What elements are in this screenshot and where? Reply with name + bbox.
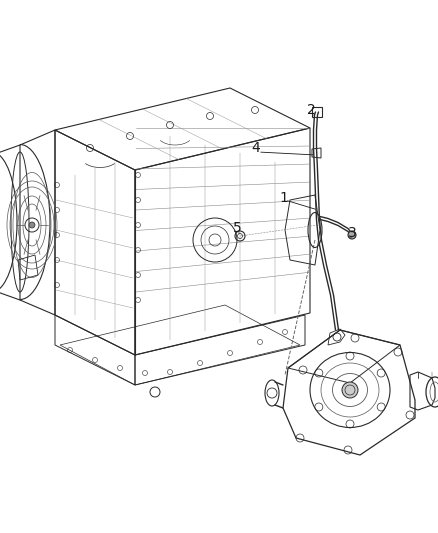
Text: 1: 1 bbox=[279, 191, 289, 205]
Text: 3: 3 bbox=[348, 226, 357, 240]
Text: 2: 2 bbox=[307, 103, 315, 117]
Text: 4: 4 bbox=[251, 141, 260, 155]
Circle shape bbox=[342, 382, 358, 398]
Circle shape bbox=[29, 222, 35, 228]
Text: 5: 5 bbox=[233, 221, 241, 235]
Circle shape bbox=[348, 231, 356, 239]
